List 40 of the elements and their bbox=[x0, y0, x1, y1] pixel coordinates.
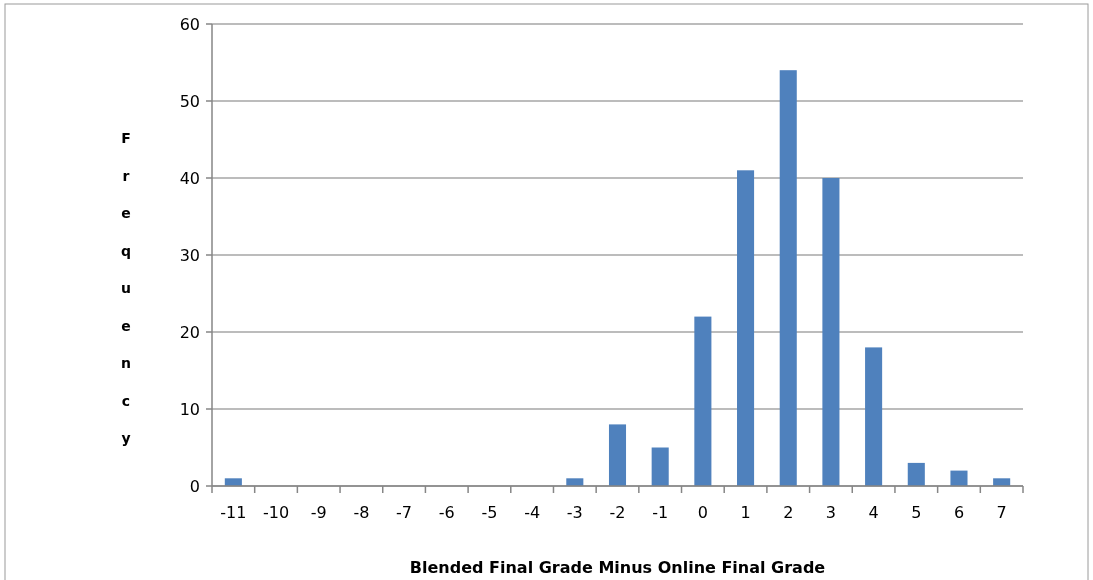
y-tick-label: 10 bbox=[179, 399, 200, 419]
bar bbox=[737, 170, 755, 486]
y-tick-label: 0 bbox=[189, 476, 200, 496]
bar bbox=[224, 478, 242, 486]
bar bbox=[865, 347, 883, 486]
x-tick-label: 7 bbox=[996, 503, 1007, 522]
y-tick-label: 50 bbox=[179, 91, 200, 111]
x-tick-label: 5 bbox=[911, 503, 922, 522]
x-tick-label: -8 bbox=[353, 503, 370, 522]
y-tick-label: 30 bbox=[179, 245, 200, 265]
x-tick-label: 0 bbox=[697, 503, 708, 522]
bar bbox=[950, 470, 968, 486]
y-tick-label: 60 bbox=[179, 14, 200, 34]
x-tick-label: 1 bbox=[740, 503, 751, 522]
text: Frequency bbox=[120, 130, 132, 446]
x-tick-label: -10 bbox=[262, 503, 290, 522]
bar bbox=[566, 478, 584, 486]
x-tick-label: -5 bbox=[481, 503, 498, 522]
x-tick-label: -7 bbox=[396, 503, 413, 522]
x-tick-label: -9 bbox=[310, 503, 327, 522]
y-tick-label: 40 bbox=[179, 168, 200, 188]
bar bbox=[694, 316, 712, 486]
bar bbox=[779, 70, 797, 486]
x-tick-label: 3 bbox=[825, 503, 837, 522]
x-tick-label: 4 bbox=[868, 503, 879, 522]
x-tick-label: -3 bbox=[566, 503, 583, 522]
x-tick-label: 2 bbox=[783, 503, 794, 522]
x-tick-label: -1 bbox=[652, 503, 669, 522]
bar bbox=[993, 478, 1011, 486]
x-tick-label: 6 bbox=[953, 503, 965, 522]
x-axis-title: Blended Final Grade Minus Online Final Grade bbox=[409, 558, 826, 577]
x-tick-label: -11 bbox=[220, 503, 247, 522]
x-tick-label: -4 bbox=[524, 503, 541, 522]
x-tick-label: -6 bbox=[438, 503, 455, 522]
bar bbox=[651, 447, 669, 486]
x-tick-label: -2 bbox=[609, 503, 626, 522]
y-tick-label: 20 bbox=[179, 322, 200, 342]
bar bbox=[608, 424, 627, 486]
bar bbox=[907, 462, 925, 486]
bar bbox=[822, 178, 840, 486]
